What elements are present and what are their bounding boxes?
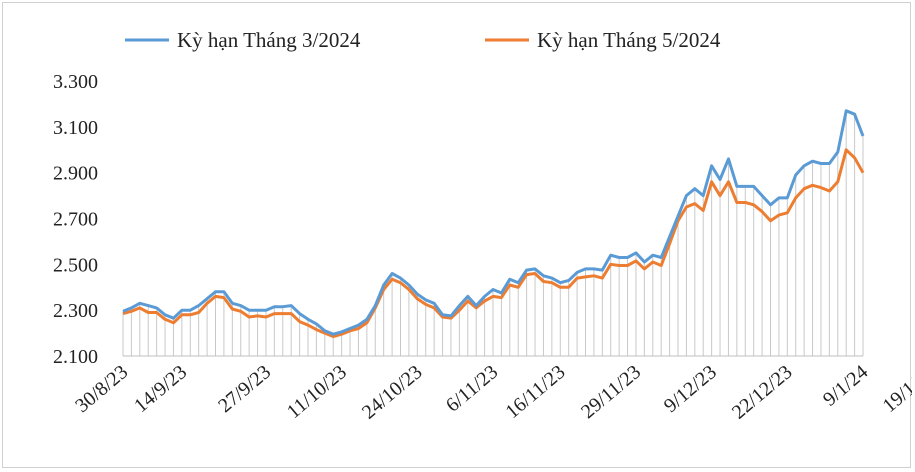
y-tick-label: 2.100 bbox=[53, 346, 98, 368]
x-tick-label: 11/10/23 bbox=[283, 361, 351, 423]
y-tick-label: 2.900 bbox=[53, 163, 98, 185]
series-line bbox=[122, 148, 865, 338]
x-tick-label: 9/1/24 bbox=[819, 361, 872, 411]
legend-label: Kỳ hạn Tháng 5/2024 bbox=[537, 28, 721, 52]
x-tick-label: 24/10/23 bbox=[358, 361, 427, 424]
legend: Kỳ hạn Tháng 3/2024 Kỳ hạn Tháng 5/2024 bbox=[125, 28, 721, 52]
y-tick-label: 2.500 bbox=[53, 254, 98, 276]
drop-lines bbox=[122, 110, 864, 356]
x-tick-label: 14/9/23 bbox=[130, 361, 191, 417]
y-tick-label: 3.100 bbox=[53, 117, 98, 139]
y-tick-label: 3.300 bbox=[53, 71, 98, 93]
y-tick-label: 2.300 bbox=[53, 300, 98, 322]
x-tick-label: 27/9/23 bbox=[214, 361, 275, 417]
line-chart: 2.100 2.300 2.500 2.700 2.900 3.100 3.300 30/8… bbox=[53, 28, 912, 424]
y-axis-labels: 2.100 2.300 2.500 2.700 2.900 3.100 3.300 bbox=[53, 71, 98, 368]
y-tick-label: 2.700 bbox=[53, 209, 98, 231]
x-tick-label: 19/1/24 bbox=[879, 361, 912, 417]
legend-label: Kỳ hạn Tháng 3/2024 bbox=[177, 28, 361, 52]
x-tick-label: 6/11/23 bbox=[442, 361, 502, 417]
x-tick-label: 16/11/23 bbox=[501, 361, 569, 423]
x-tick-label: 30/8/23 bbox=[71, 361, 132, 417]
series-line bbox=[122, 109, 865, 336]
x-tick-label: 22/12/23 bbox=[728, 361, 797, 424]
series-lines bbox=[122, 109, 865, 338]
x-tick-label: 29/11/23 bbox=[577, 361, 645, 423]
x-tick-label: 9/12/23 bbox=[660, 361, 721, 417]
